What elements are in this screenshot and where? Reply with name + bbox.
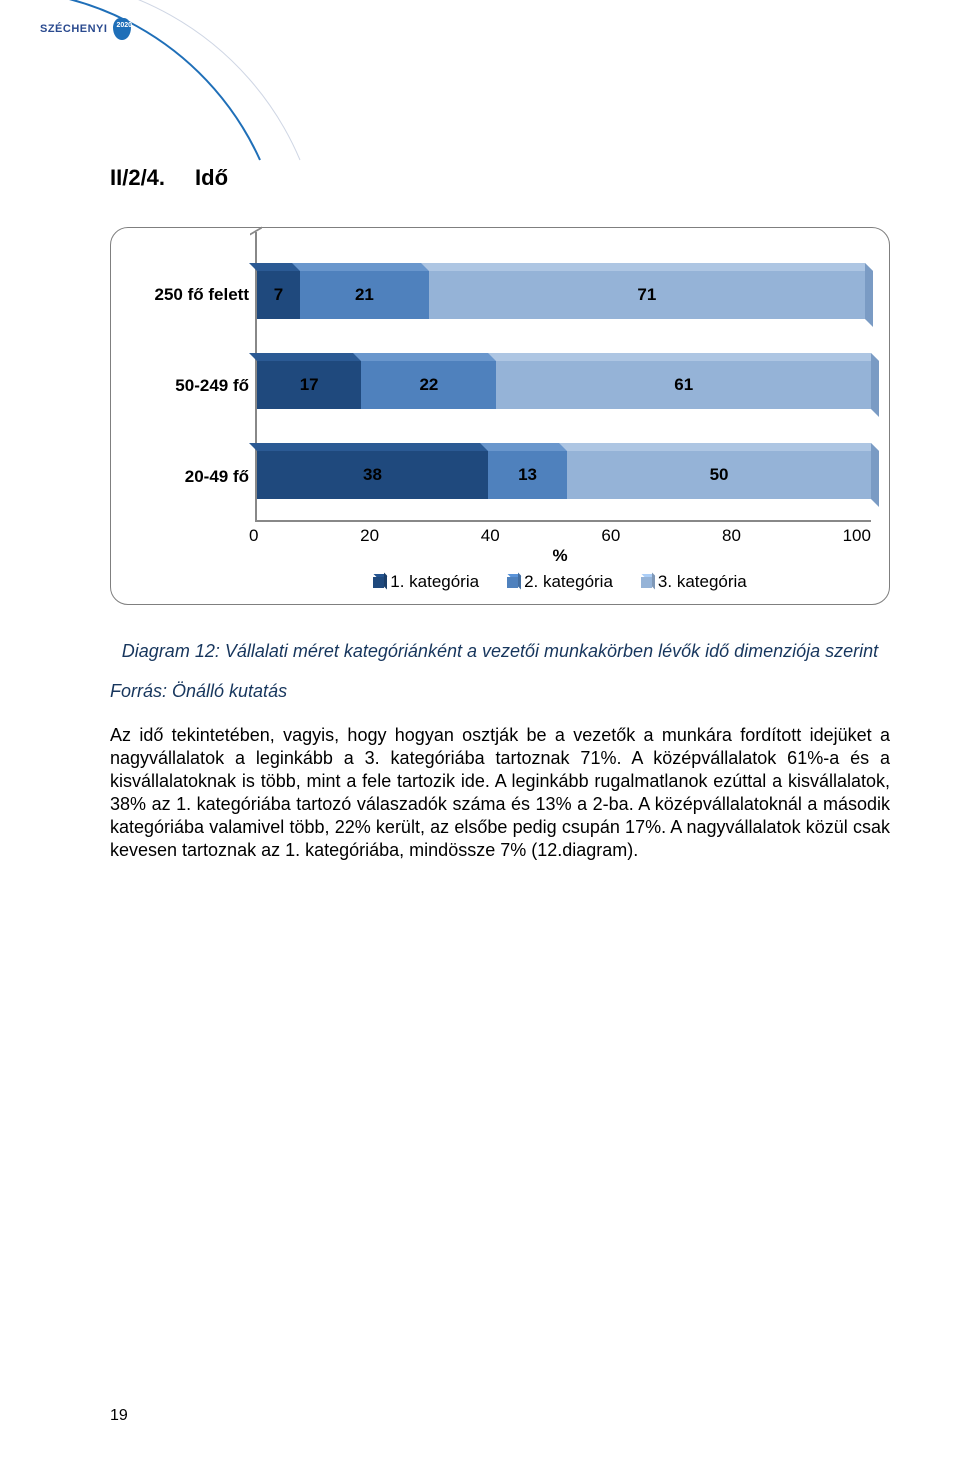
chart-x-tick: 60	[601, 526, 620, 546]
chart-y-labels: 250 fő felett 50-249 fő 20-49 fő	[129, 250, 255, 522]
chart-caption: Diagram 12: Vállalati méret kategóriánké…	[110, 639, 890, 663]
chart-frame: 250 fő felett 50-249 fő 20-49 fő 72171 1722…	[110, 227, 890, 605]
chart-x-label: %	[249, 546, 871, 566]
logo-text: SZÉCHENYI	[40, 23, 107, 35]
legend-label: 2. kategória	[524, 572, 613, 592]
chart-bar-row: 381350	[257, 451, 871, 499]
chart-bar-row: 72171	[257, 271, 871, 319]
chart-bar-segment: 13	[488, 451, 567, 499]
chart-legend: 1. kategória 2. kategória 3. kategória	[249, 572, 871, 592]
legend-label: 3. kategória	[658, 572, 747, 592]
legend-label: 1. kategória	[390, 572, 479, 592]
chart-bar-segment: 17	[257, 361, 361, 409]
chart-plot-area: 72171172261381350	[255, 250, 871, 522]
chart-bar-segment: 21	[300, 271, 429, 319]
logo: SZÉCHENYI 2020	[40, 18, 131, 40]
legend-item: 1. kategória	[373, 572, 479, 592]
chart: 250 fő felett 50-249 fő 20-49 fő 72171 1722…	[129, 250, 871, 592]
chart-y-label: 250 fő felett	[129, 285, 249, 305]
chart-source: Forrás: Önálló kutatás	[110, 681, 890, 702]
chart-bar-segment: 61	[496, 361, 871, 409]
chart-y-label: 20-49 fő	[129, 467, 249, 487]
chart-x-tick: 20	[360, 526, 379, 546]
legend-item: 2. kategória	[507, 572, 613, 592]
page: SZÉCHENYI 2020 II/2/4. Idő 250 fő felett 5…	[0, 0, 960, 1473]
legend-swatch	[507, 577, 518, 588]
chart-bar-segment: 71	[429, 271, 865, 319]
legend-swatch	[641, 577, 652, 588]
chart-x-tick: 100	[843, 526, 871, 546]
chart-y-label: 50-249 fő	[129, 376, 249, 396]
logo-year: 2020	[116, 22, 132, 29]
logo-pin-icon: 2020	[113, 18, 131, 40]
page-number: 19	[110, 1407, 128, 1425]
chart-x-tick: 80	[722, 526, 741, 546]
legend-swatch	[373, 577, 384, 588]
section-heading: II/2/4. Idő	[110, 165, 890, 191]
chart-bar-segment: 38	[257, 451, 488, 499]
chart-bar-segment: 22	[361, 361, 496, 409]
chart-bar-segment: 7	[257, 271, 300, 319]
legend-item: 3. kategória	[641, 572, 747, 592]
chart-bar-segment: 50	[567, 451, 871, 499]
chart-x-tick: 0	[249, 526, 258, 546]
content: II/2/4. Idő 250 fő felett 50-249 fő 20-49 f…	[110, 165, 890, 862]
section-number: II/2/4.	[110, 165, 165, 190]
chart-x-ticks: 0 20 40 60 80 100	[249, 522, 871, 546]
chart-bar-row: 172261	[257, 361, 871, 409]
body-paragraph: Az idő tekintetében, vagyis, hogy hogyan…	[110, 724, 890, 862]
section-title: Idő	[195, 165, 228, 190]
chart-x-tick: 40	[481, 526, 500, 546]
